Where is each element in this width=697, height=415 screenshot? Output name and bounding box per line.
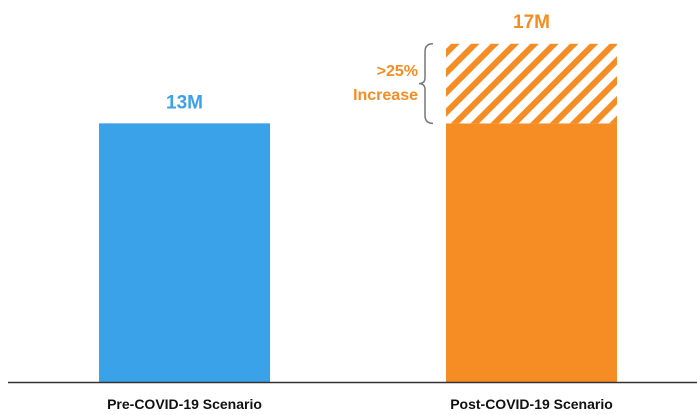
category-label-post: Post-COVID-19 Scenario — [450, 396, 613, 412]
value-label-post: 17M — [513, 12, 550, 33]
bar-post-covid-increase — [446, 43, 617, 124]
plot-area: 13M 17M >25% Increase Pre-COVID-19 Scena… — [8, 12, 697, 412]
brace-bracket — [418, 43, 434, 125]
bar-pre-covid — [99, 123, 270, 383]
annotation-percent: >25% — [377, 63, 418, 80]
category-label-pre: Pre-COVID-19 Scenario — [107, 396, 262, 412]
bar-post-covid-base — [446, 123, 617, 383]
value-label-pre: 13M — [166, 92, 203, 113]
increase-annotation: >25% Increase — [353, 43, 434, 125]
annotation-increase: Increase — [353, 87, 418, 104]
